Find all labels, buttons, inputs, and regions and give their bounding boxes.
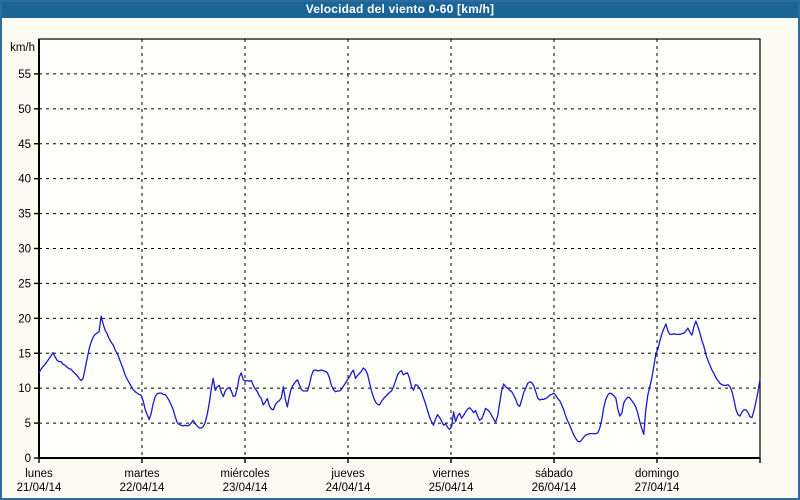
y-gridlines <box>39 73 760 424</box>
day-date-label: 21/04/14 <box>17 482 62 494</box>
day-date-label: 27/04/14 <box>635 482 680 494</box>
day-date-label: 22/04/14 <box>120 482 165 494</box>
day-name-label: martes <box>124 468 159 480</box>
day-labels: lunes 21/04/14 martes 22/04/14 miércoles 23/0… <box>17 468 680 494</box>
day-date-label: 24/04/14 <box>326 482 371 494</box>
y-tick-label: 50 <box>18 104 31 116</box>
day-name-label: sábado <box>535 468 573 480</box>
y-tick-label: 25 <box>18 278 31 290</box>
y-tick-label: 30 <box>18 244 31 256</box>
chart-title: Velocidad del viento 0-60 [km/h] <box>305 2 495 16</box>
y-tick-label: 35 <box>18 209 31 221</box>
day-name-label: jueves <box>330 468 364 480</box>
y-tick-label: 40 <box>18 174 31 186</box>
wind-speed-line <box>38 315 761 443</box>
y-tick-label: 55 <box>18 69 31 81</box>
y-tick-label: 0 <box>25 453 31 465</box>
day-date-label: 23/04/14 <box>223 482 268 494</box>
day-date-label: 25/04/14 <box>429 482 474 494</box>
y-tick-label: 10 <box>18 383 31 395</box>
y-tick-label: 5 <box>25 418 31 430</box>
day-name-label: viernes <box>432 468 469 480</box>
title-bar: Velocidad del viento 0-60 [km/h] <box>0 0 800 18</box>
y-tick-label: 20 <box>18 313 31 325</box>
y-tick-labels: 0 5 10 15 20 25 30 35 40 45 50 55 <box>18 69 31 465</box>
x-axis-ticks <box>38 458 761 463</box>
y-axis-ticks <box>34 73 39 459</box>
day-name-label: lunes <box>25 468 53 480</box>
y-tick-label: 15 <box>18 348 31 360</box>
plot-area <box>39 39 760 458</box>
day-name-label: miércoles <box>220 468 269 480</box>
day-date-label: 26/04/14 <box>532 482 577 494</box>
day-name-label: domingo <box>635 468 679 480</box>
y-axis-unit-label: km/h <box>10 42 35 54</box>
y-tick-label: 45 <box>18 139 31 151</box>
